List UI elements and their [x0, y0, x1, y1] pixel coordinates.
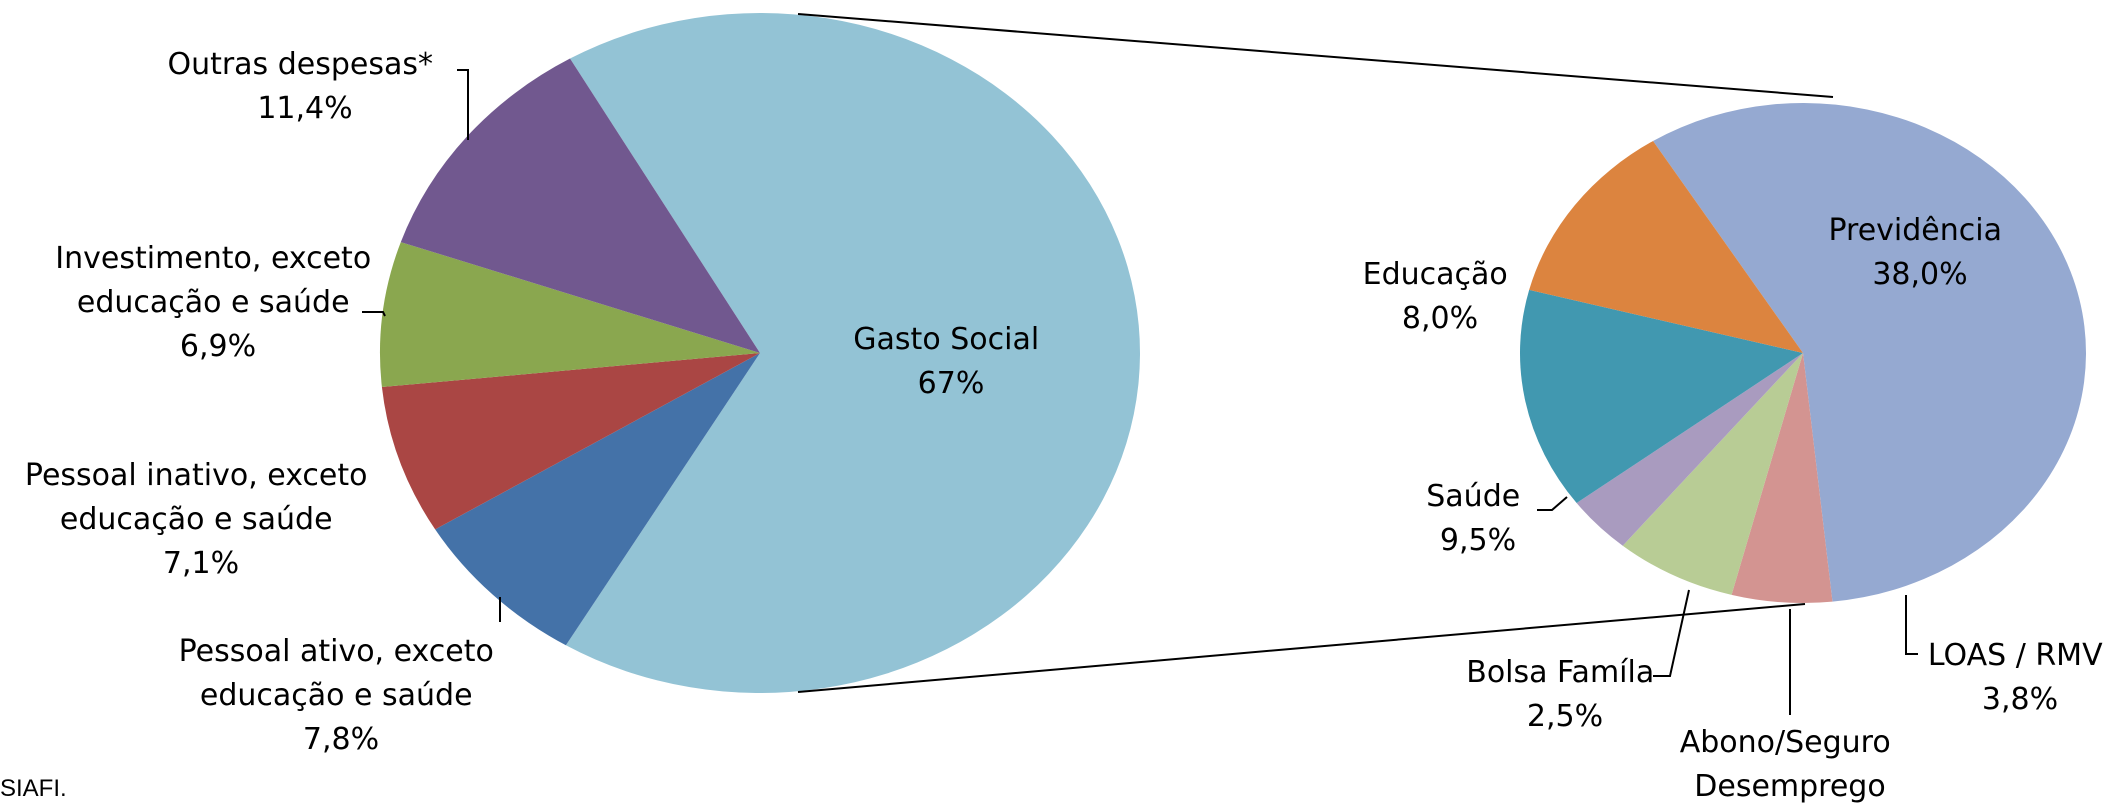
- label-outras-despesas: Outras despesas* 11,4%: [167, 47, 442, 126]
- label-gasto-social: Gasto Social 67%: [853, 322, 1048, 401]
- pie-slice-pessoal-inativo-exceto-educacao-e-saude: [381, 353, 760, 530]
- leader-saude: [1537, 496, 1568, 511]
- leader-outras-despesas: [457, 69, 469, 140]
- leader-investimento: [362, 311, 386, 317]
- leader-loas: [1905, 595, 1918, 655]
- detail-pie: [1520, 103, 2086, 603]
- pie-slice-outras-despesas: [400, 58, 760, 353]
- label-abono-seguro: Abono/Seguro Desemprego: [1680, 725, 1901, 804]
- pie-slice-investimento-exceto-educacao-e-saude: [380, 242, 760, 388]
- label-loas-rmv: LOAS / RMV 3,8%: [1928, 638, 2112, 717]
- source-note: SIAFI.: [0, 775, 67, 802]
- pie-slice-loas-rmv: [1731, 353, 1833, 603]
- pie-slice-educacao: [1529, 140, 1803, 353]
- pie-slice-pessoal-ativo-exceto-educacao-e-saude: [435, 353, 760, 646]
- pie-slice-previdencia: [1653, 103, 2086, 602]
- label-educacao: Educação 8,0%: [1363, 257, 1518, 336]
- connector-line-bottom: [797, 603, 1806, 693]
- label-pessoal-inativo: Pessoal inativo, exceto educação e saúde…: [25, 458, 377, 581]
- label-previdencia: Previdência 38,0%: [1828, 213, 2011, 292]
- label-bolsa-familia: Bolsa Famíla 2,5%: [1466, 655, 1664, 734]
- main-pie: [380, 13, 1140, 693]
- leader-bolsa-familia: [1653, 589, 1690, 677]
- pie-slice-abono-seguro-desemprego: [1622, 353, 1803, 595]
- pie-slice-gasto-social: [565, 13, 1140, 693]
- connector-line-top: [797, 13, 1834, 98]
- label-investimento: Investimento, exceto educação e saúde 6,…: [55, 241, 380, 364]
- pie-slice-bolsa-famila: [1576, 353, 1803, 546]
- label-pessoal-ativo: Pessoal ativo, exceto educação e saúde 7…: [179, 634, 504, 757]
- pie-slice-saude: [1520, 289, 1803, 504]
- label-saude: Saúde 9,5%: [1426, 479, 1530, 558]
